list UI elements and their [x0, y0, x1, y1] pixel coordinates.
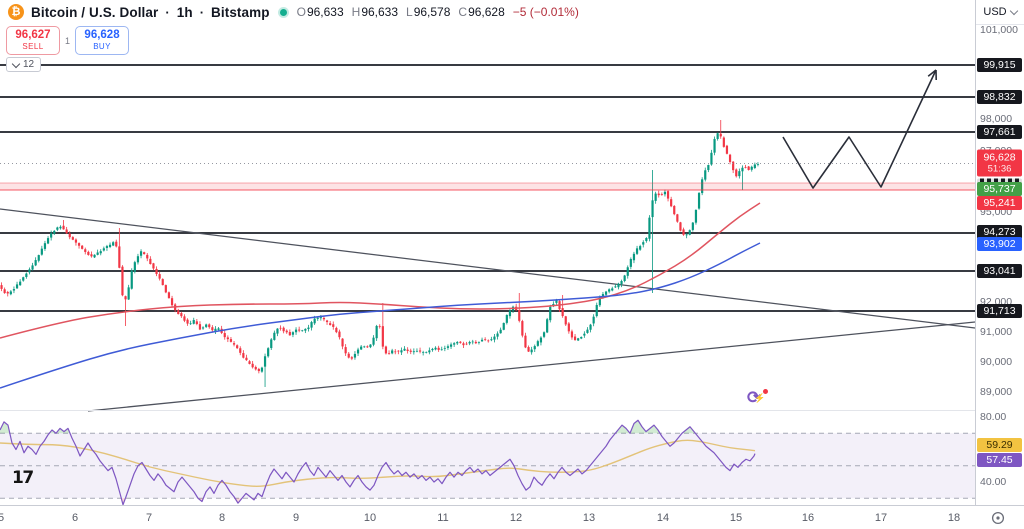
zigzag-forecast-annotation[interactable]	[782, 69, 938, 189]
separator-dot: ·	[199, 4, 205, 20]
ma-blue-line[interactable]	[0, 242, 761, 389]
price-tick-label: 40.00	[980, 476, 1007, 488]
price-badge: 57.45	[977, 453, 1022, 467]
bitcoin-icon: ₿	[8, 4, 24, 20]
auto-refresh-icon[interactable]: ⟳ ⚡	[746, 388, 770, 412]
time-axis[interactable]: 5 6 7 8 9 10 11 12 13 14 15 16 17 18	[0, 506, 1024, 529]
rsi-line[interactable]	[0, 419, 756, 506]
price-tick-label: 98,000	[980, 113, 1013, 125]
tradingview-logo[interactable]: 17	[12, 468, 34, 488]
time-tick-label: 18	[947, 511, 961, 524]
high-value: 96,633	[361, 5, 399, 19]
legend-collapse-pill[interactable]: 12	[6, 57, 42, 72]
chart-header: ₿ Bitcoin / U.S. Dollar · 1h · Bitstamp …	[8, 4, 579, 20]
price-badge: 59.29	[977, 438, 1022, 452]
price-axis[interactable]: USD 101,00098,00097,00095,00092,00091,00…	[976, 0, 1024, 505]
price-badge: 94,273	[977, 225, 1022, 239]
ohlc-readout: O96,633 H96,633 L96,578 C96,628 −5 (−0.0…	[296, 5, 579, 19]
spread-value: 1	[65, 35, 71, 46]
price-tick-label: 90,000	[980, 356, 1013, 368]
price-badge: 96,628 51:36	[977, 149, 1022, 177]
time-tick-label: 11	[437, 511, 449, 524]
interval-label[interactable]: 1h	[176, 4, 193, 20]
time-tick-label: 13	[582, 511, 596, 524]
chevron-down-icon	[1009, 6, 1018, 16]
time-tick-label: 6	[71, 511, 79, 524]
price-tick-label: 80.00	[980, 411, 1007, 423]
trendlines[interactable]	[0, 208, 976, 412]
notification-dot	[763, 389, 768, 394]
price-tick-label: 101,000	[980, 24, 1018, 36]
separator-dot: ·	[165, 4, 170, 20]
circular-arrow-icon: ⟳	[747, 388, 762, 407]
bar-countdown: 51:36	[987, 163, 1012, 175]
time-tick-label: 14	[656, 511, 670, 524]
axis-divider	[976, 24, 1024, 25]
sell-button[interactable]: 96,627 SELL	[6, 26, 60, 55]
time-tick-label: 10	[363, 511, 377, 524]
time-tick-label: 8	[218, 511, 226, 524]
exchange-label[interactable]: Bitstamp	[211, 4, 270, 20]
price-badge: 95,737	[977, 182, 1022, 196]
buy-button[interactable]: 96,628 BUY	[75, 26, 130, 55]
time-tick-label: 12	[509, 511, 523, 524]
time-axis-settings-icon[interactable]	[990, 510, 1006, 526]
price-badge: 97,661	[977, 125, 1022, 139]
currency-label: USD	[983, 6, 1007, 18]
price-badge: 91,713	[977, 304, 1022, 318]
price-tick-label: 89,000	[980, 386, 1013, 398]
time-tick-label: 7	[145, 511, 153, 524]
lightning-icon: ⚡	[754, 393, 766, 403]
candles-layer	[0, 120, 760, 387]
price-badge: 93,902	[977, 237, 1022, 251]
supply-zone-band[interactable]	[0, 182, 975, 191]
price-badge: 99,915	[977, 58, 1022, 72]
trade-buttons: 96,627 SELL 1 96,628 BUY	[6, 26, 130, 55]
price-tick-label: 91,000	[980, 326, 1013, 338]
rsi-band	[0, 432, 975, 499]
price-badge: 95,241	[977, 196, 1022, 210]
indicator-count: 12	[23, 59, 35, 70]
change-value: −5 (−0.01%)	[512, 5, 579, 19]
currency-selector[interactable]: USD	[979, 4, 1021, 20]
close-value: 96,628	[468, 5, 505, 19]
time-tick-label: 5	[0, 511, 5, 524]
time-tick-label: 17	[874, 511, 888, 524]
low-value: 96,578	[413, 5, 451, 19]
time-tick-label: 16	[801, 511, 815, 524]
time-tick-label: 15	[729, 511, 743, 524]
chevron-down-icon	[11, 59, 21, 68]
price-badge: 93,041	[977, 264, 1022, 278]
price-badge: 98,832	[977, 90, 1022, 104]
open-value: 96,633	[306, 5, 344, 19]
market-status-icon[interactable]	[279, 8, 287, 16]
ma-red-line[interactable]	[0, 202, 761, 339]
symbol-title[interactable]: Bitcoin / U.S. Dollar	[31, 4, 159, 20]
time-tick-label: 9	[292, 511, 300, 524]
horizontal-level-lines[interactable]	[0, 64, 975, 312]
